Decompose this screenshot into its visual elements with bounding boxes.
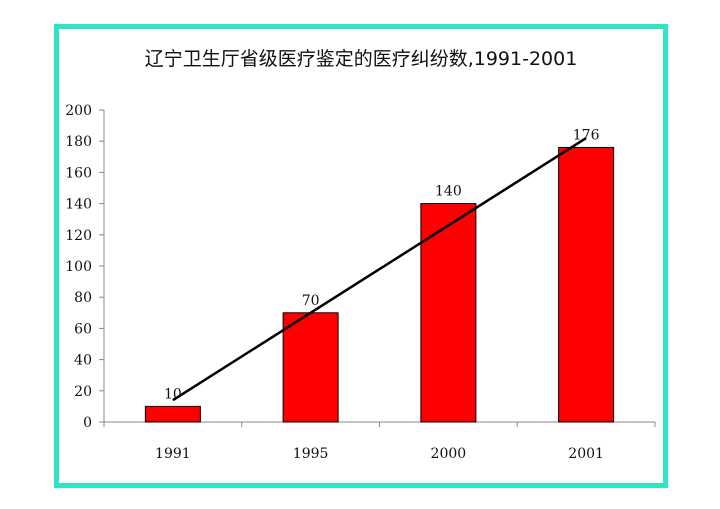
x-tick-label: 1995 — [293, 446, 329, 462]
x-tick-label: 2000 — [431, 446, 467, 462]
y-tick-label: 120 — [65, 228, 92, 244]
y-tick-label: 160 — [65, 165, 92, 181]
trend-line — [172, 137, 587, 402]
y-tick-label: 0 — [83, 415, 92, 431]
y-tick-label: 140 — [65, 197, 92, 213]
bar — [144, 405, 201, 423]
y-tick-label: 180 — [65, 134, 92, 150]
chart-title: 辽宁卫生厅省级医疗鉴定的医疗纠纷数,1991-2001 — [144, 48, 578, 70]
data-label: 70 — [302, 293, 320, 309]
bar — [420, 203, 477, 423]
y-tick-label: 60 — [74, 321, 92, 337]
y-tick-label: 20 — [74, 384, 92, 400]
bar — [282, 312, 339, 423]
data-label: 176 — [573, 127, 600, 143]
bar — [558, 146, 615, 423]
y-tick-label: 40 — [74, 353, 92, 369]
y-tick-label: 100 — [65, 259, 92, 275]
y-tick-label: 200 — [65, 103, 92, 119]
y-tick-label: 80 — [74, 290, 92, 306]
x-tick-label: 1991 — [155, 446, 191, 462]
x-tick-label: 2001 — [568, 446, 604, 462]
data-label: 140 — [435, 184, 462, 200]
